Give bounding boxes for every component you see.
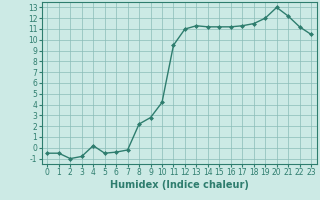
- X-axis label: Humidex (Indice chaleur): Humidex (Indice chaleur): [110, 180, 249, 190]
